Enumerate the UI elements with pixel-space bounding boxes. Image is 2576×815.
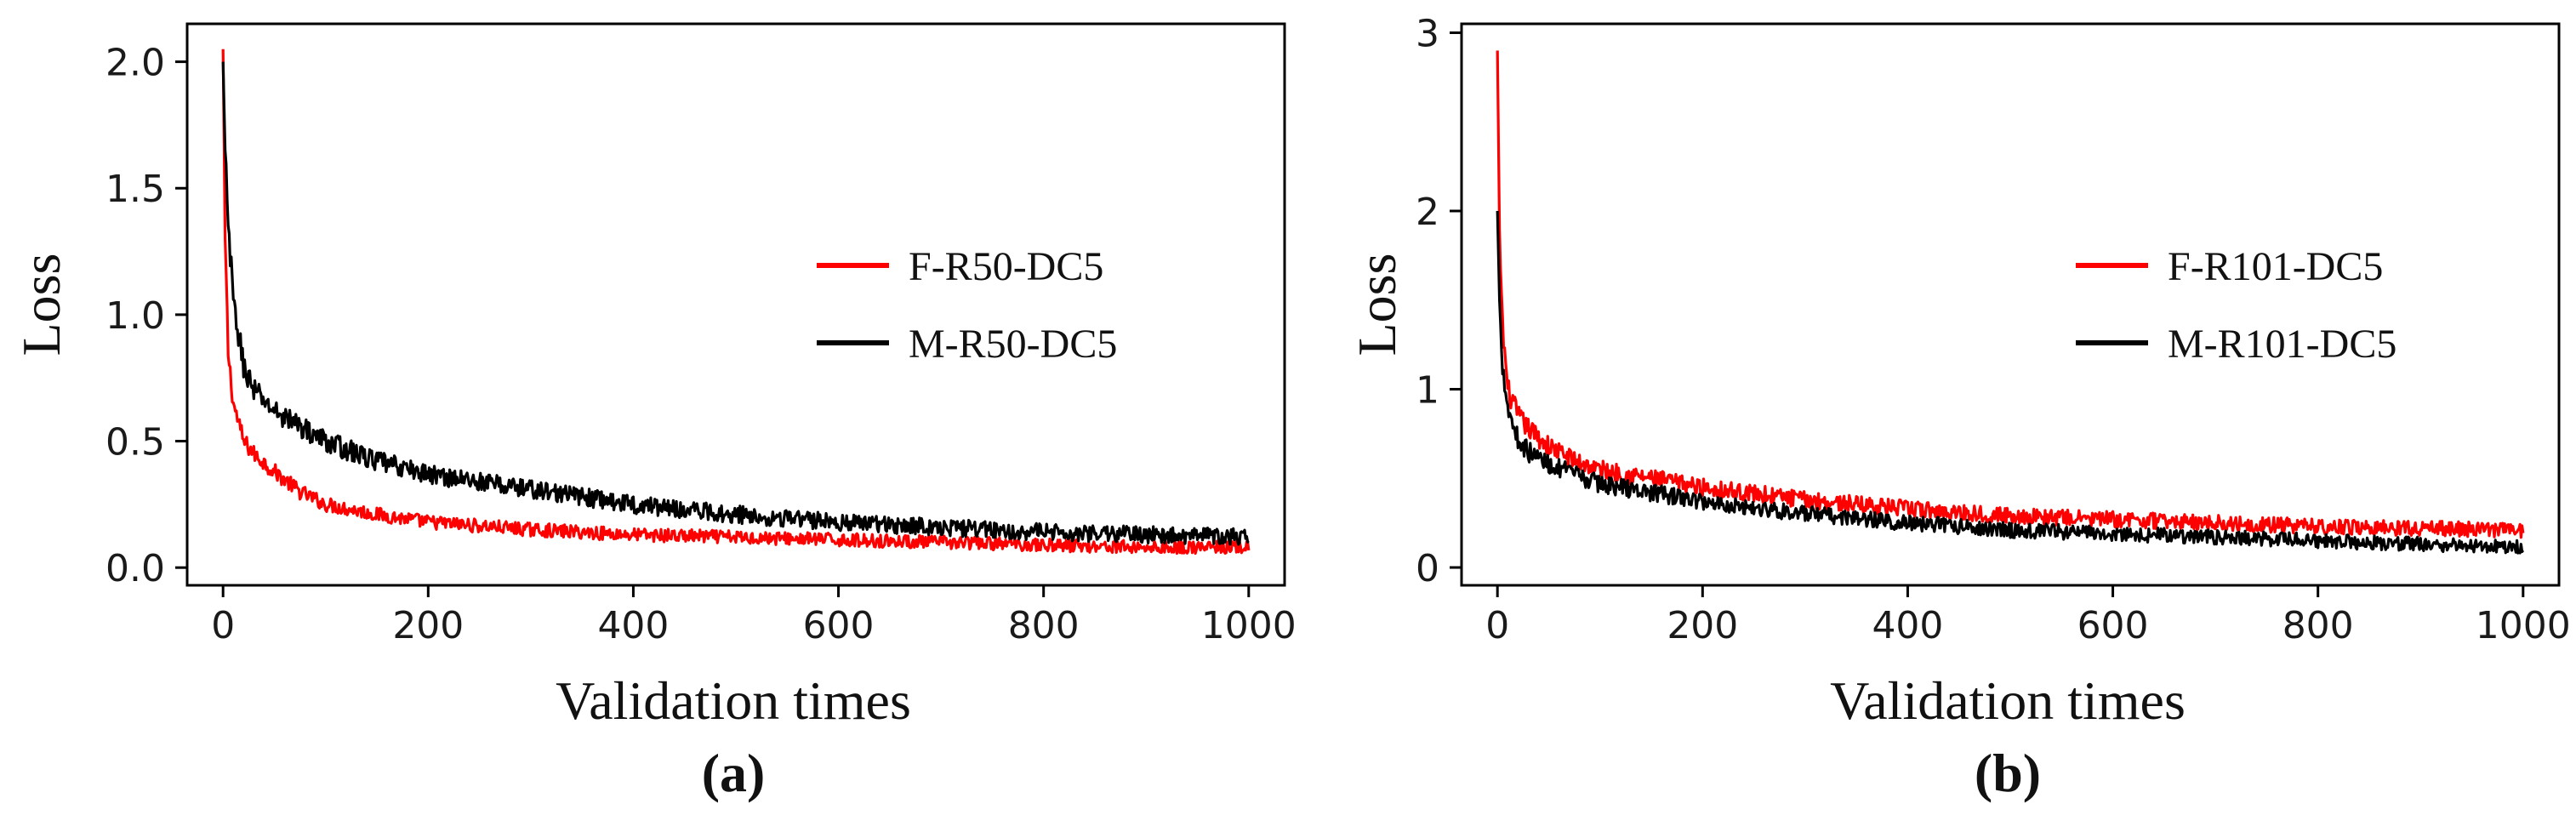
series-line-m-r50-dc5 [221,61,1250,546]
y-tick-label: 0 [1416,547,1439,590]
x-axis-label: Validation times [556,670,911,731]
y-axis-label: Loss [1347,254,1407,356]
x-tick-label: 400 [1872,604,1943,647]
chart-panel-b: 0 200 400 600 800 1000 0 1 2 3 F-R101-DC5 M-R101-… [1347,12,2571,803]
panel-label: (b) [1975,743,2041,803]
x-tick-label: 200 [392,604,464,647]
x-tick-label: 800 [2282,604,2354,647]
y-tick-label: 2.0 [105,42,165,85]
legend: F-R101-DC5 M-R101-DC5 [2076,244,2396,367]
series-line-f-r50-dc5 [221,48,1251,556]
x-tick-label: 600 [2077,604,2149,647]
chart-panel-a: 0 200 400 600 800 1000 0.0 0.5 1.0 1.5 2.0 F-R50-D… [11,22,1297,803]
y-tick-label: 1.0 [105,294,165,338]
legend-label-series-2: M-R101-DC5 [2168,322,2396,367]
x-tick-label: 400 [597,604,669,647]
legend: F-R50-DC5 M-R50-DC5 [817,244,1117,367]
y-tick-label: 0.5 [105,421,165,464]
y-tick-label: 2 [1416,191,1439,234]
series-line-f-r101-dc5 [1496,50,2525,539]
x-tick-label: 0 [211,604,235,647]
y-tick-label: 1 [1416,369,1439,413]
x-tick-label: 200 [1667,604,1738,647]
y-tick-label: 0.0 [105,547,165,590]
legend-label-series-1: F-R50-DC5 [909,244,1103,289]
y-tick-label: 3 [1416,12,1439,55]
x-tick-label: 0 [1485,604,1509,647]
panel-label: (a) [702,743,766,803]
x-tick-label: 800 [1008,604,1080,647]
series-line-m-r101-dc5 [1496,210,2525,555]
plot-frame [185,22,1286,587]
plot-frame [1460,22,2561,587]
x-tick-label: 1000 [1201,604,1297,647]
x-axis-label: Validation times [1830,670,2186,731]
x-tick-label: 600 [803,604,875,647]
x-tick-label: 1000 [2476,604,2571,647]
legend-label-series-2: M-R50-DC5 [909,322,1117,367]
y-tick-label: 1.5 [105,168,165,211]
axes-layer: 0 200 400 600 800 1000 0 1 2 3 [1416,12,2571,647]
series-layer [1496,50,2525,555]
axes-layer: 0 200 400 600 800 1000 0.0 0.5 1.0 1.5 2.0 [105,42,1297,647]
y-axis-label: Loss [11,254,71,356]
series-layer [221,48,1251,556]
legend-label-series-1: F-R101-DC5 [2168,244,2383,289]
